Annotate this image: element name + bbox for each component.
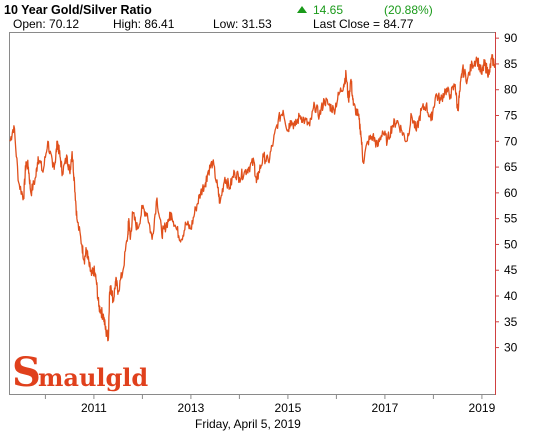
plot-frame [9, 32, 496, 395]
y-tick-label: 50 [504, 237, 518, 251]
y-tick-label: 75 [504, 109, 518, 123]
y-tick-label: 85 [504, 57, 518, 71]
y-tick-label: 35 [504, 315, 518, 329]
y-tick-label: 80 [504, 83, 518, 97]
low-value: Low: 31.53 [213, 17, 272, 31]
x-axis: 2011 2013 2015 2017 2019 [44, 394, 496, 415]
x-tick-label: 2015 [275, 401, 302, 415]
up-arrow-icon [297, 6, 307, 13]
chart-title: 10 Year Gold/Silver Ratio [4, 3, 152, 17]
logo-text: maulgld [38, 363, 148, 392]
x-tick-label: 2013 [178, 401, 205, 415]
change-percent: (20.88%) [384, 3, 433, 17]
open-value: Open: 70.12 [13, 17, 80, 31]
y-tick-label: 70 [504, 134, 518, 148]
last-close-value: Last Close = 84.77 [313, 17, 414, 31]
price-line [9, 54, 496, 342]
y-tick-label: 55 [504, 212, 518, 226]
y-tick-label: 60 [504, 186, 518, 200]
y-tick-label: 40 [504, 289, 518, 303]
y-tick-label: 45 [504, 263, 518, 277]
y-tick-label: 90 [504, 31, 518, 45]
high-value: High: 86.41 [113, 17, 175, 31]
y-axis: 30 35 40 45 50 55 60 65 70 75 80 85 90 [495, 31, 518, 355]
x-tick-label: 2019 [469, 401, 496, 415]
logo-letter-s: S [12, 349, 41, 396]
y-tick-label: 65 [504, 160, 518, 174]
x-tick-label: 2017 [372, 401, 399, 415]
smaulgld-logo: S maulgld [12, 349, 148, 396]
change-value: 14.65 [313, 3, 344, 17]
y-tick-label: 30 [504, 341, 518, 355]
footer-date: Friday, April 5, 2019 [195, 417, 301, 431]
x-tick-label: 2011 [81, 401, 107, 415]
